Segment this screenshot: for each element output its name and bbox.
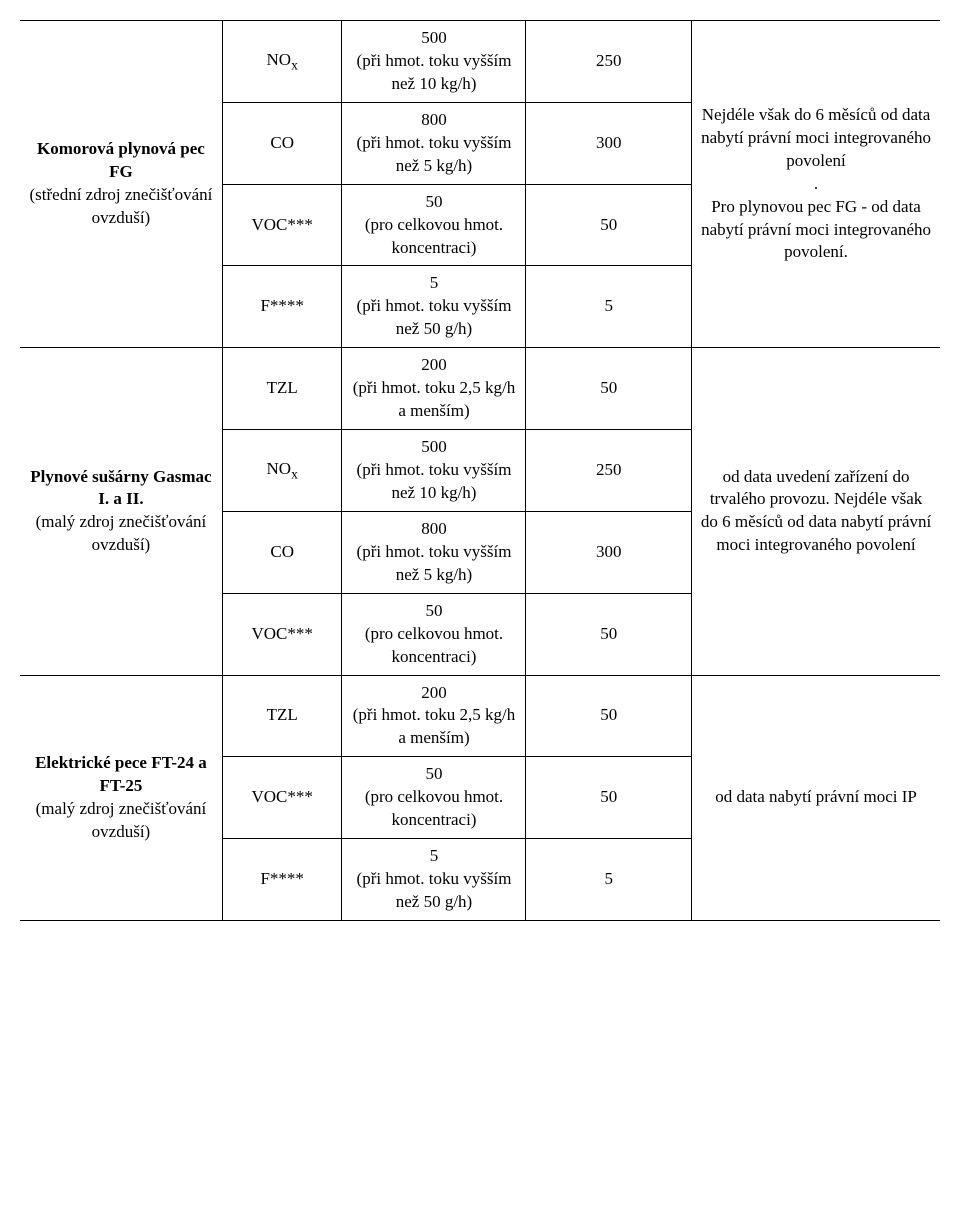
source-label: Elektrické pece FT-24 a FT-25(malý zdroj… <box>20 675 222 920</box>
source-label: Plynové sušárny Gasmac I. a II.(malý zdr… <box>20 348 222 675</box>
source-subtitle: (malý zdroj znečišťování ovzduší) <box>36 512 207 554</box>
note-cell: Nejdéle však do 6 měsíců od data nabytí … <box>692 21 940 348</box>
emissions-table: Komorová plynová pec FG(střední zdroj zn… <box>20 20 940 921</box>
limit-spec-cell: 800(při hmot. toku vyšším než 5 kg/h) <box>342 511 526 593</box>
limit-value-cell: 250 <box>526 21 692 103</box>
limit-value-cell: 300 <box>526 511 692 593</box>
pollutant-cell: TZL <box>222 675 342 757</box>
pollutant-cell: VOC*** <box>222 184 342 266</box>
pollutant-cell: CO <box>222 511 342 593</box>
limit-value-cell: 50 <box>526 184 692 266</box>
limit-spec-cell: 50(pro celkovou hmot. koncentraci) <box>342 757 526 839</box>
limit-value-cell: 50 <box>526 593 692 675</box>
limit-spec-cell: 800(při hmot. toku vyšším než 5 kg/h) <box>342 102 526 184</box>
limit-spec-cell: 50(pro celkovou hmot. koncentraci) <box>342 184 526 266</box>
limit-spec-cell: 200(při hmot. toku 2,5 kg/h a menším) <box>342 675 526 757</box>
pollutant-cell: CO <box>222 102 342 184</box>
limit-value-cell: 5 <box>526 266 692 348</box>
source-label: Komorová plynová pec FG(střední zdroj zn… <box>20 21 222 348</box>
note-cell: od data uvedení zařízení do trvalého pro… <box>692 348 940 675</box>
pollutant-cell: NOx <box>222 430 342 512</box>
pollutant-cell: F**** <box>222 839 342 921</box>
limit-value-cell: 300 <box>526 102 692 184</box>
pollutant-cell: TZL <box>222 348 342 430</box>
limit-value-cell: 250 <box>526 430 692 512</box>
limit-spec-cell: 200(při hmot. toku 2,5 kg/h a menším) <box>342 348 526 430</box>
limit-spec-cell: 500(při hmot. toku vyšším než 10 kg/h) <box>342 21 526 103</box>
limit-value-cell: 50 <box>526 675 692 757</box>
pollutant-cell: NOx <box>222 21 342 103</box>
limit-value-cell: 50 <box>526 757 692 839</box>
source-title: Plynové sušárny Gasmac I. a II. <box>30 467 211 509</box>
source-subtitle: (malý zdroj znečišťování ovzduší) <box>36 799 207 841</box>
source-subtitle: (střední zdroj znečišťování ovzduší) <box>30 185 213 227</box>
limit-spec-cell: 5(při hmot. toku vyšším než 50 g/h) <box>342 839 526 921</box>
note-cell: od data nabytí právní moci IP <box>692 675 940 920</box>
limit-spec-cell: 500(při hmot. toku vyšším než 10 kg/h) <box>342 430 526 512</box>
pollutant-cell: F**** <box>222 266 342 348</box>
limit-value-cell: 5 <box>526 839 692 921</box>
source-title: Elektrické pece FT-24 a FT-25 <box>35 753 207 795</box>
pollutant-cell: VOC*** <box>222 593 342 675</box>
limit-spec-cell: 50(pro celkovou hmot. koncentraci) <box>342 593 526 675</box>
pollutant-cell: VOC*** <box>222 757 342 839</box>
limit-value-cell: 50 <box>526 348 692 430</box>
source-title: Komorová plynová pec FG <box>37 139 205 181</box>
limit-spec-cell: 5(při hmot. toku vyšším než 50 g/h) <box>342 266 526 348</box>
